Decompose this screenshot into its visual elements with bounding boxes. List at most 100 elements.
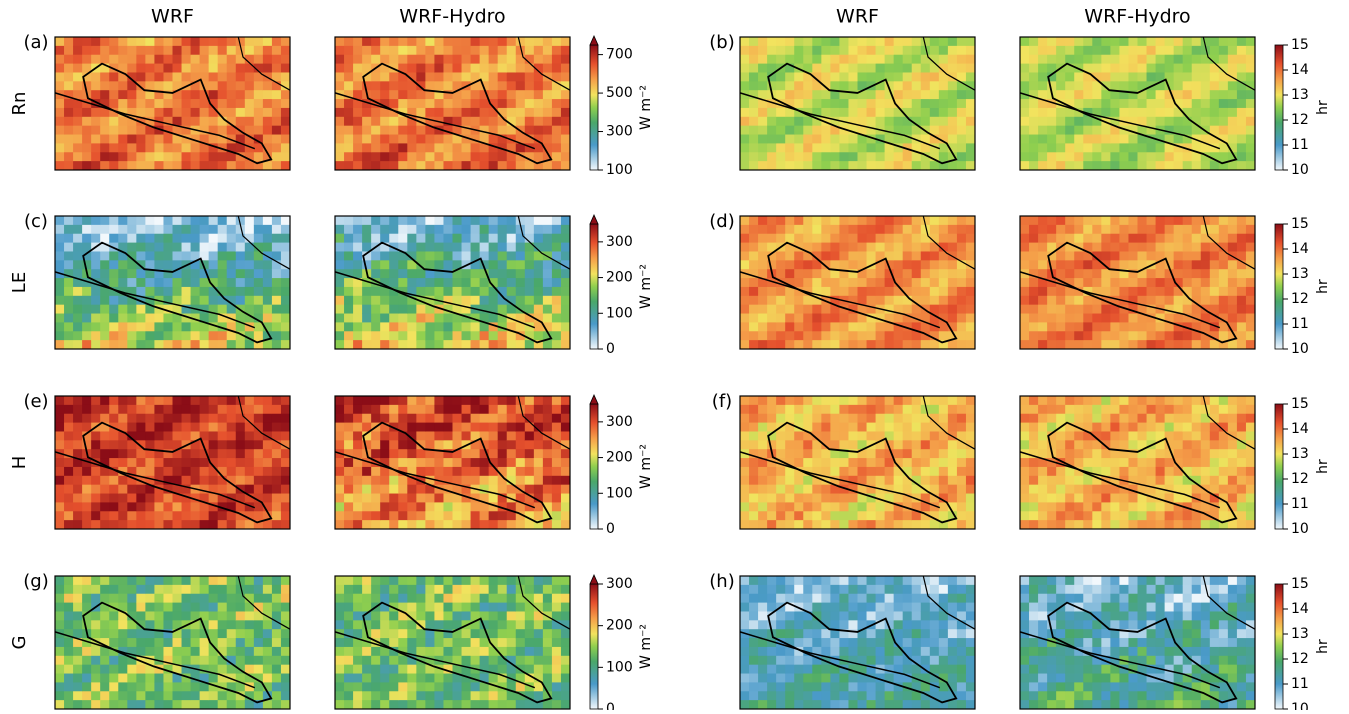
map-cell	[830, 72, 840, 81]
map-cell	[885, 243, 895, 252]
map-cell	[154, 234, 164, 243]
map-cell	[876, 278, 886, 287]
map-cell	[516, 476, 526, 485]
map-cell	[362, 502, 372, 511]
map-cell	[118, 665, 128, 674]
map-cell	[1219, 152, 1229, 161]
colorbar-tick-label: 11	[1291, 137, 1309, 153]
map-cell	[416, 108, 426, 117]
map-cell	[118, 585, 128, 594]
map-cell	[1174, 81, 1184, 90]
map-cell	[380, 161, 390, 170]
map-cell	[1156, 458, 1166, 467]
map-cell	[82, 108, 92, 117]
map-cell	[371, 414, 381, 423]
map-cell	[785, 143, 795, 152]
map-cell	[462, 423, 472, 432]
map-cell	[434, 234, 444, 243]
map-cell	[182, 396, 192, 405]
map-cell	[966, 340, 976, 349]
map-cell	[245, 72, 255, 81]
map-cell	[1047, 520, 1057, 529]
map-cell	[136, 449, 146, 458]
map-cell	[1237, 99, 1247, 108]
map-cell	[966, 46, 976, 55]
map-cell	[91, 46, 101, 55]
map-cell	[552, 340, 562, 349]
map-cell	[1110, 440, 1120, 449]
map-cell	[118, 322, 128, 331]
map-cell	[821, 243, 831, 252]
map-cell	[794, 225, 804, 234]
map-cell	[127, 423, 137, 432]
map-cell	[1192, 440, 1202, 449]
map-cell	[785, 216, 795, 225]
map-cell	[848, 340, 858, 349]
map-cell	[885, 225, 895, 234]
map-cell	[254, 405, 264, 414]
map-cell	[1246, 90, 1256, 99]
map-cell	[100, 520, 110, 529]
map-cell	[839, 108, 849, 117]
map-cell	[1210, 161, 1220, 170]
map-cell	[281, 278, 291, 287]
map-cell	[830, 340, 840, 349]
map-cell	[776, 37, 786, 46]
map-cell	[362, 46, 372, 55]
map-cell	[839, 99, 849, 108]
map-cell	[957, 216, 967, 225]
map-cell	[64, 296, 74, 305]
map-cell	[1074, 340, 1084, 349]
map-cell	[263, 494, 273, 503]
map-cell	[353, 143, 363, 152]
map-cell	[73, 603, 83, 612]
map-cell	[154, 81, 164, 90]
map-cell	[389, 143, 399, 152]
map-cell	[480, 108, 490, 117]
map-cell	[1092, 234, 1102, 243]
map-cell	[335, 126, 345, 135]
map-cell	[1147, 243, 1157, 252]
map-cell	[100, 340, 110, 349]
map-cell	[552, 243, 562, 252]
map-cell	[91, 665, 101, 674]
map-cell	[398, 126, 408, 135]
map-cell	[1147, 278, 1157, 287]
map-cell	[1210, 117, 1220, 126]
map-cell	[434, 396, 444, 405]
map-cell	[55, 126, 65, 135]
map-cell	[127, 691, 137, 700]
map-cell	[118, 126, 128, 135]
map-cell	[154, 314, 164, 323]
map-cell	[82, 152, 92, 161]
map-cell	[371, 46, 381, 55]
map-cell	[480, 287, 490, 296]
map-cell	[885, 423, 895, 432]
map-cell	[82, 647, 92, 656]
map-cell	[767, 260, 777, 269]
map-cell	[254, 234, 264, 243]
map-cell	[839, 55, 849, 64]
map-cell	[73, 620, 83, 629]
map-cell	[118, 37, 128, 46]
map-cell	[767, 511, 777, 520]
map-cell	[82, 55, 92, 64]
map-cell	[1183, 225, 1193, 234]
map-cell	[1192, 81, 1202, 90]
map-cell	[344, 99, 354, 108]
map-cell	[894, 494, 904, 503]
map-cell	[73, 81, 83, 90]
map-cell	[821, 135, 831, 144]
map-cell	[443, 467, 453, 476]
map-cell	[1047, 234, 1057, 243]
map-cell	[109, 414, 119, 423]
map-cell	[1147, 511, 1157, 520]
map-cell	[462, 55, 472, 64]
map-cell	[425, 405, 435, 414]
map-cell	[867, 449, 877, 458]
map-cell	[948, 458, 958, 467]
map-cell	[425, 520, 435, 529]
map-cell	[1119, 287, 1129, 296]
map-cell	[353, 423, 363, 432]
map-cell	[380, 414, 390, 423]
